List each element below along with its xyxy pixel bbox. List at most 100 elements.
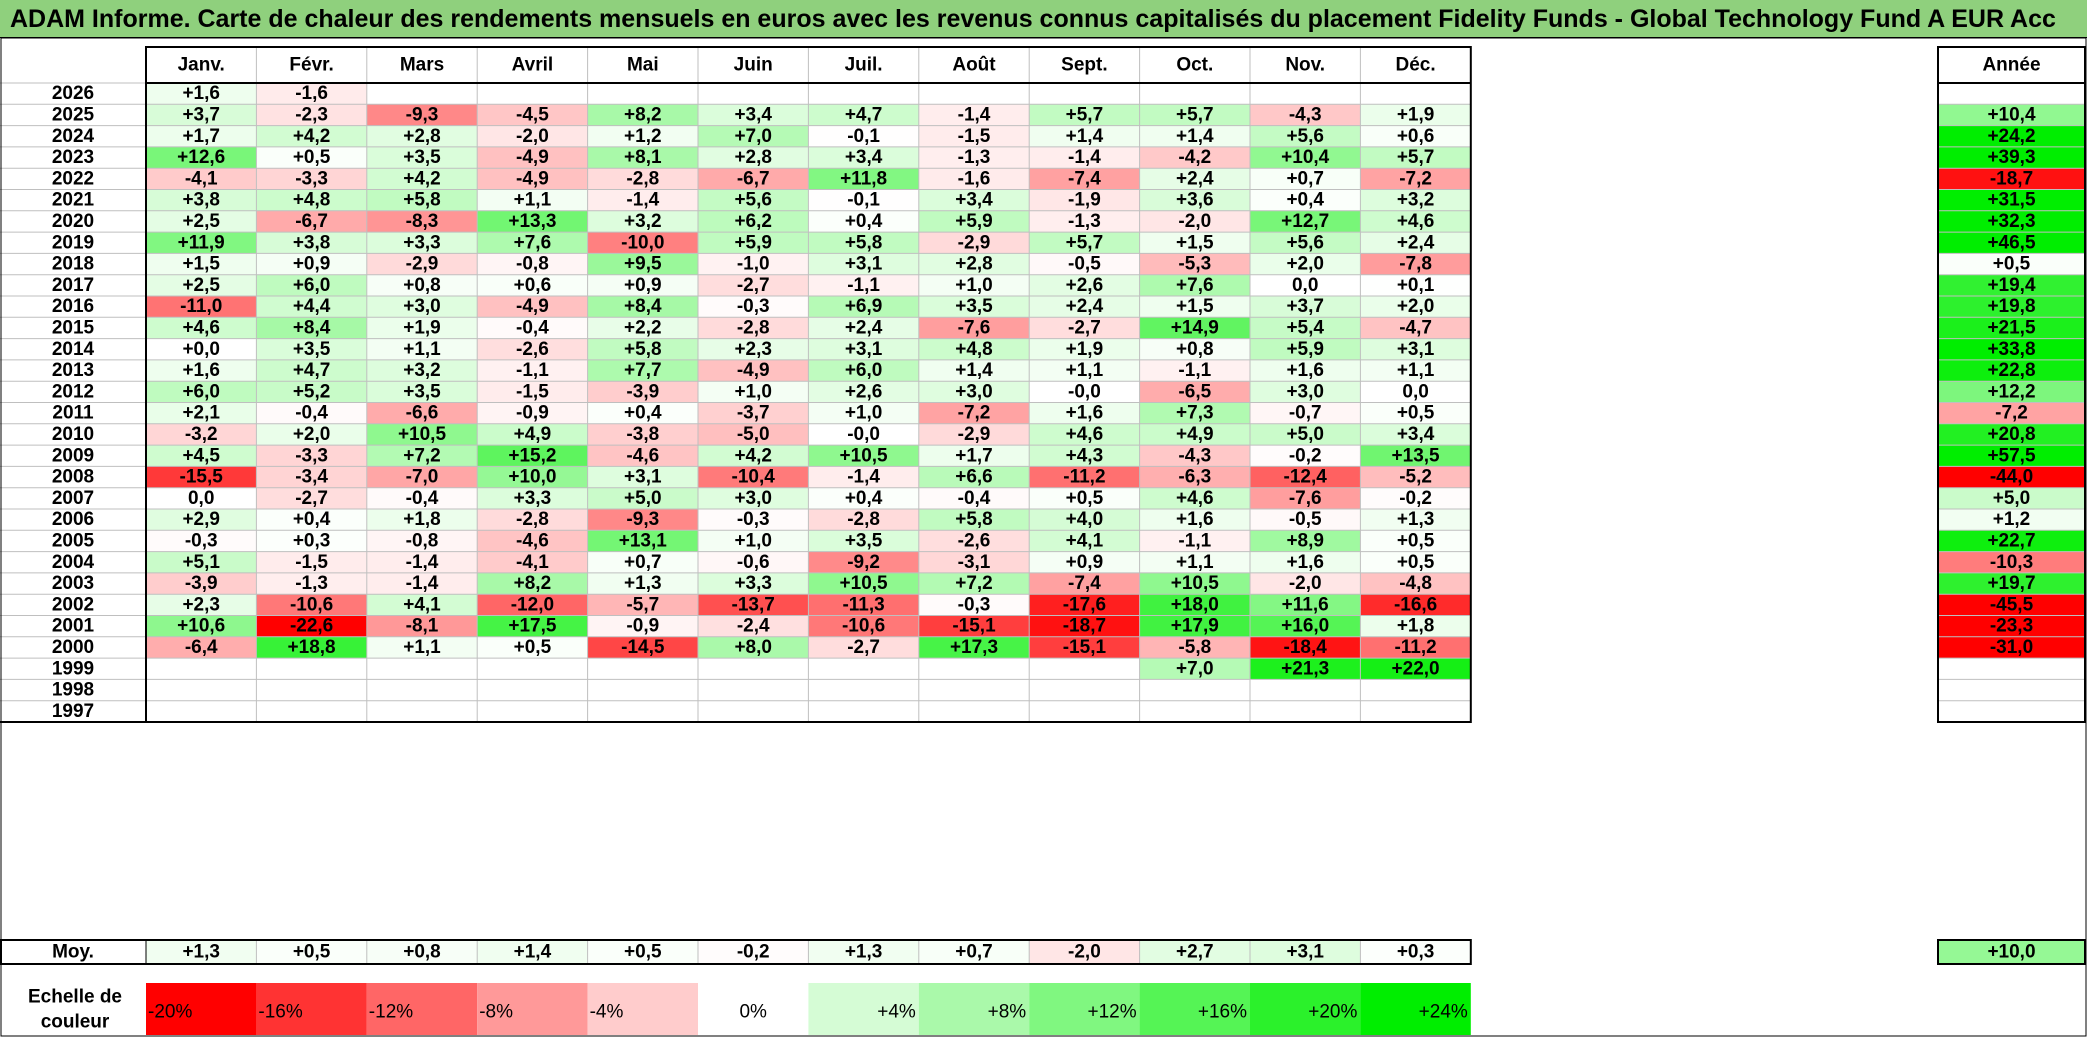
- heatmap-cell: [918, 572, 1030, 595]
- heatmap-cell: [587, 445, 698, 467]
- cell-value: -3,4: [295, 467, 328, 488]
- cell-value: +22,0: [1392, 658, 1440, 679]
- heatmap-cell: [587, 636, 698, 659]
- cell-value: -0,3: [737, 509, 770, 530]
- cell-value: -12,0: [511, 594, 554, 615]
- heatmap-cell: [146, 146, 257, 169]
- cell-value: +1,6: [1286, 552, 1324, 573]
- cell-value: -0,5: [1068, 254, 1101, 275]
- heatmap-cell: [587, 232, 698, 254]
- heatmap-cell: [587, 83, 698, 105]
- heatmap-cell: [256, 189, 367, 211]
- heatmap-cell: [1250, 104, 1361, 126]
- cell-value: +3,2: [1397, 190, 1435, 211]
- month-header-8: Août: [952, 55, 996, 76]
- annual-value: -44,0: [1990, 467, 2033, 488]
- cell-value: +13,5: [1392, 445, 1441, 466]
- heatmap-cell: [146, 445, 257, 467]
- annual-cell: [1938, 636, 2085, 659]
- heatmap-cell: [146, 232, 257, 254]
- heatmap-cell: [1360, 445, 1471, 467]
- cell-value: -4,9: [737, 360, 770, 381]
- cell-value: +4,1: [1066, 530, 1104, 551]
- cell-value: +4,9: [1176, 424, 1214, 445]
- average-cell: [366, 940, 478, 964]
- heatmap-cell: [587, 530, 698, 552]
- cell-value: +6,6: [955, 467, 993, 488]
- cell-value: -10,0: [621, 232, 664, 253]
- cell-value: +1,8: [1397, 616, 1435, 637]
- annual-cell: [1938, 658, 2085, 680]
- cell-value: +6,2: [734, 211, 772, 232]
- cell-value: 0,0: [1292, 275, 1318, 296]
- year-label: 2012: [52, 381, 94, 402]
- annual-value: +1,2: [1993, 509, 2031, 530]
- cell-value: +3,4: [955, 190, 993, 211]
- heatmap-cell: [1360, 317, 1471, 339]
- heatmap-cell: [477, 210, 588, 233]
- cell-value: -2,4: [737, 616, 770, 637]
- cell-value: -2,9: [958, 232, 991, 253]
- heatmap-cell: [146, 615, 257, 637]
- heatmap-cell: [698, 572, 809, 595]
- cell-value: -2,6: [958, 530, 991, 551]
- heatmap-cell: [366, 679, 478, 701]
- heatmap-cell: [808, 146, 919, 169]
- heatmap-cell: [1250, 658, 1361, 680]
- cell-value: -2,7: [295, 488, 328, 509]
- heatmap-cell: [1360, 146, 1471, 169]
- cell-value: -7,6: [958, 317, 991, 338]
- cell-value: +15,2: [508, 445, 556, 466]
- cell-value: -0,1: [847, 190, 880, 211]
- cell-value: +18,8: [288, 637, 336, 658]
- heatmap-cell: [146, 402, 257, 424]
- heatmap-cell: [1360, 679, 1471, 701]
- heatmap-cell: [587, 402, 698, 424]
- heatmap-cell: [1139, 232, 1250, 254]
- cell-value: +1,5: [182, 254, 220, 275]
- cell-value: +0,8: [1176, 339, 1214, 360]
- cell-value: -6,7: [295, 211, 328, 232]
- heatmap-cell: [256, 509, 367, 531]
- heatmap-cell: [1139, 658, 1250, 680]
- cell-value: +10,6: [177, 616, 225, 637]
- heatmap-cell: [587, 125, 698, 147]
- heatmap-cell: [1360, 168, 1471, 190]
- heatmap-cell: [808, 445, 919, 467]
- heatmap-cell: [698, 125, 809, 147]
- heatmap-cell: [477, 700, 588, 722]
- heatmap-cell: [366, 466, 478, 488]
- heatmap-cell: [1029, 551, 1140, 573]
- cell-value: -2,0: [1289, 573, 1322, 594]
- heatmap-cell: [1029, 381, 1140, 403]
- cell-value: +13,3: [508, 211, 556, 232]
- year-label: 2022: [52, 168, 94, 189]
- cell-value: -1,1: [1178, 360, 1211, 381]
- average-value: +0,3: [1397, 942, 1435, 963]
- heatmap-cell: [1139, 381, 1250, 403]
- annual-cell: [1938, 594, 2085, 616]
- annual-value: +5,0: [1993, 488, 2031, 509]
- heatmap-cell: [477, 445, 588, 467]
- cell-value: +2,4: [845, 317, 883, 338]
- scale-stop-label: +12%: [1087, 1002, 1136, 1023]
- scale-swatch: [1360, 983, 1471, 1035]
- heatmap-cell: [1360, 381, 1471, 403]
- heatmap-cell: [146, 636, 257, 659]
- heatmap-cell: [1250, 274, 1361, 296]
- heatmap-cell: [1360, 359, 1471, 382]
- heatmap-cell: [698, 296, 809, 318]
- cell-value: +10,5: [1171, 573, 1220, 594]
- heatmap-cell: [808, 232, 919, 254]
- annual-cell: [1938, 338, 2085, 360]
- heatmap-cell: [1029, 189, 1140, 211]
- annual-cell: [1938, 189, 2085, 211]
- cell-value: +2,5: [182, 275, 220, 296]
- annual-cell: [1938, 83, 2085, 105]
- heatmap-cell: [587, 296, 698, 318]
- heatmap-cell: [808, 402, 919, 424]
- heatmap-cell: [366, 338, 478, 360]
- heatmap-cell: [1029, 636, 1140, 659]
- heatmap-cell: [366, 125, 478, 147]
- heatmap-cell: [1360, 636, 1471, 659]
